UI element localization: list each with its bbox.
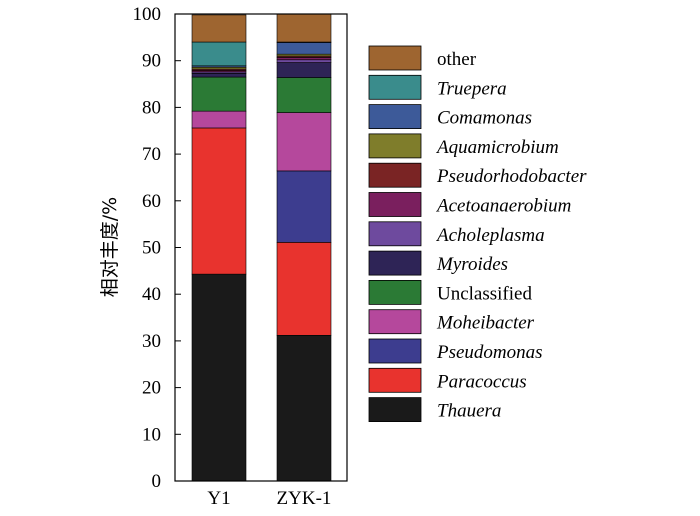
legend-swatch-thauera	[368, 397, 422, 423]
bar-segment-comamonas-zyk-1	[276, 42, 332, 55]
bar-segment-unclassified-zyk-1	[276, 77, 332, 113]
legend-label-pseudomonas: Pseudomonas	[436, 342, 543, 363]
y-tick-label: 100	[133, 4, 162, 25]
bar-segment-unclassified-y1	[191, 76, 247, 112]
bar-segment-truepera-y1	[191, 41, 247, 67]
legend-swatch-unclassified	[368, 279, 422, 305]
y-tick-label: 10	[142, 424, 161, 445]
legend-label-aquamicrobium: Aquamicrobium	[435, 137, 559, 158]
bar-segment-acholeplasma-zyk-1	[276, 59, 332, 63]
x-tick-label: ZYK-1	[277, 488, 332, 509]
y-tick-label: 20	[142, 378, 161, 399]
bar-segment-myroides-y1	[191, 73, 247, 78]
legend-label-unclassified: Unclassified	[437, 283, 532, 304]
legend-label-myroides: Myroides	[436, 254, 508, 275]
legend-label-pseudorhodobacter: Pseudorhodobacter	[436, 166, 587, 187]
legend-label-comamonas: Comamonas	[437, 108, 532, 129]
legend-swatch-truepera	[368, 74, 422, 100]
x-axis: Y1 ZYK-1	[207, 488, 331, 509]
bar-segment-moheibacter-y1	[191, 110, 247, 129]
bar-segment-other-y1	[191, 14, 247, 43]
legend-swatch-comamonas	[368, 104, 422, 129]
y-tick-label: 30	[142, 331, 161, 352]
bar-segment-myroides-zyk-1	[276, 62, 332, 78]
legend-label-acholeplasma: Acholeplasma	[435, 225, 545, 246]
legend-swatch-acetoanaerobium	[368, 192, 422, 217]
legend-swatch-other	[368, 45, 422, 71]
y-tick-label: 0	[152, 471, 162, 492]
legend-label-moheibacter: Moheibacter	[436, 313, 535, 334]
legend-label-paracoccus: Paracoccus	[436, 371, 527, 392]
y-tick-label: 70	[142, 144, 161, 165]
bar-segment-paracoccus-y1	[191, 127, 247, 275]
y-axis-label: 相对丰度/%	[99, 197, 121, 297]
legend-swatch-aquamicrobium	[368, 133, 422, 159]
y-tick-label: 50	[142, 238, 161, 259]
bars-group	[191, 13, 332, 482]
y-tick-label: 40	[142, 284, 161, 305]
legend-swatch-pseudorhodobacter	[368, 162, 422, 188]
y-tick-label: 80	[142, 97, 161, 118]
legend-label-thauera: Thauera	[437, 401, 501, 422]
bar-segment-acetoanaerobium-zyk-1	[276, 57, 332, 61]
bar-segment-paracoccus-zyk-1	[276, 242, 332, 336]
legend-swatch-paracoccus	[368, 367, 422, 393]
bar-segment-pseudomonas-zyk-1	[276, 170, 332, 243]
legend: other Truepera Comamonas Aquamicrobium Pseud…	[368, 45, 587, 423]
legend-swatch-myroides	[368, 250, 422, 276]
legend-swatch-moheibacter	[368, 309, 422, 335]
bar-segment-other-zyk-1	[276, 13, 332, 43]
legend-label-acetoanaerobium: Acetoanaerobium	[435, 196, 571, 217]
bar-segment-thauera-zyk-1	[276, 334, 332, 482]
legend-label-truepera: Truepera	[437, 78, 507, 99]
legend-label-other: other	[437, 49, 477, 70]
y-tick-label: 90	[142, 51, 161, 72]
legend-swatch-acholeplasma	[368, 221, 422, 247]
legend-swatch-pseudomonas	[368, 338, 422, 364]
x-tick-label: Y1	[207, 488, 230, 509]
bar-segment-moheibacter-zyk-1	[276, 112, 332, 172]
y-tick-label: 60	[142, 191, 161, 212]
bar-segment-thauera-y1	[191, 273, 247, 482]
y-axis: 0 10 20 30 40 50 60 70 80 90 100	[133, 4, 348, 492]
